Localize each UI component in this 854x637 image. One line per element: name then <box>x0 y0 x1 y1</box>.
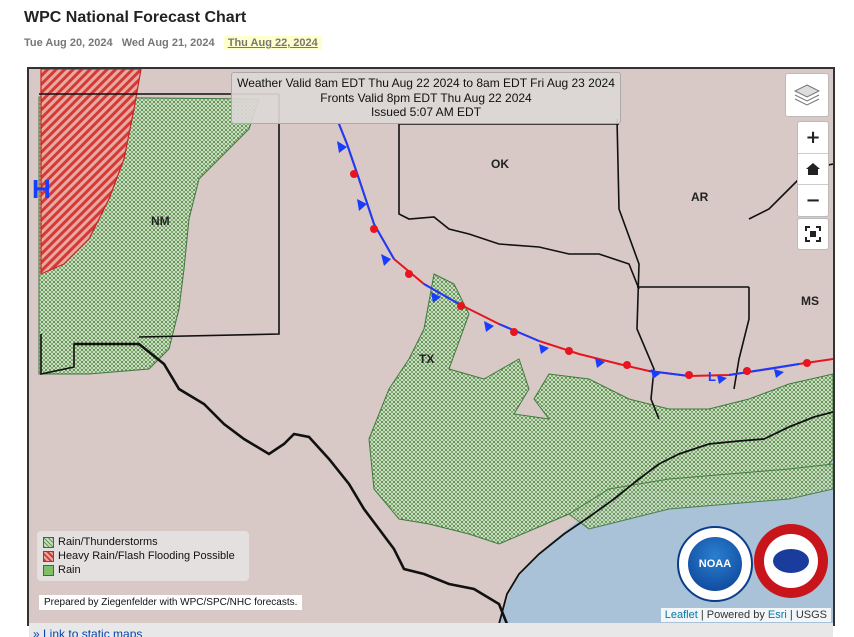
high-pressure-label: H <box>32 174 51 204</box>
map-legend: Rain/Thunderstorms Heavy Rain/Flash Floo… <box>37 531 249 581</box>
static-maps-link[interactable]: » Link to static maps <box>29 623 833 637</box>
dotted-swatch-icon <box>43 536 54 548</box>
esri-link[interactable]: Esri <box>767 609 787 621</box>
issued-text: Issued 5:07 AM EDT <box>370 105 482 119</box>
warm-front-markers <box>350 170 811 379</box>
date-tabs: Tue Aug 20, 2024 Wed Aug 21, 2024 Thu Au… <box>24 36 328 50</box>
front-blue-segment-4 <box>728 363 800 376</box>
date-tab-tue[interactable]: Tue Aug 20, 2024 <box>24 37 113 49</box>
date-tab-thu[interactable]: Thu Aug 22, 2024 <box>223 36 322 50</box>
zoom-control: + − <box>797 121 829 217</box>
us-mexico-border <box>74 342 509 624</box>
fronts-valid-text: Fronts Valid 8pm EDT Thu Aug 22 2024 <box>320 90 532 105</box>
state-label-tx: TX <box>419 352 435 366</box>
forecast-map[interactable]: OK AR NM TX MS H L Weather Valid 8am EDT… <box>27 67 835 626</box>
low-pressure-label: L <box>708 369 716 384</box>
state-label-ar: AR <box>691 190 709 204</box>
heavy-rain-region <box>40 69 142 275</box>
hatched-swatch-icon <box>43 550 54 562</box>
legend-label: Rain <box>58 564 81 576</box>
legend-item: Heavy Rain/Flash Flooding Possible <box>43 549 243 563</box>
front-blue-segment-2 <box>498 323 540 342</box>
prepared-by-note: Prepared by Ziegenfelder with WPC/SPC/NH… <box>39 595 303 610</box>
fullscreen-button[interactable] <box>797 218 829 250</box>
solid-swatch-icon <box>43 564 54 576</box>
legend-item: Rain/Thunderstorms <box>43 535 243 549</box>
page-title: WPC National Forecast Chart <box>24 9 247 26</box>
fullscreen-icon <box>805 226 821 242</box>
layers-control[interactable] <box>785 73 829 117</box>
cloud-icon <box>773 549 809 573</box>
cold-front-markers <box>337 141 784 384</box>
valid-time-box: Weather Valid 8am EDT Thu Aug 22 2024 to… <box>231 72 621 124</box>
date-tab-wed[interactable]: Wed Aug 21, 2024 <box>121 37 215 49</box>
map-attribution: Leaflet | Powered by Esri | USGS <box>660 608 831 622</box>
nws-logo <box>754 524 828 598</box>
legend-item: Rain <box>43 563 243 577</box>
layers-icon <box>793 84 821 106</box>
state-label-ok: OK <box>491 157 509 171</box>
weather-valid-text: Weather Valid 8am EDT Thu Aug 22 2024 to… <box>237 76 615 90</box>
home-icon <box>806 163 820 175</box>
leaflet-link[interactable]: Leaflet <box>664 609 698 621</box>
noaa-logo: NOAA <box>677 526 753 602</box>
home-button[interactable] <box>798 154 828 186</box>
noaa-logo-text: NOAA <box>688 537 742 591</box>
zoom-out-button[interactable]: − <box>805 190 821 212</box>
state-label-nm: NM <box>151 214 170 228</box>
zoom-in-button[interactable]: + <box>798 122 828 154</box>
rain-region-coast <box>568 463 833 530</box>
front-blue-segment <box>423 283 460 305</box>
state-label-ms: MS <box>801 294 819 308</box>
coastline <box>498 411 833 624</box>
legend-label: Rain/Thunderstorms <box>58 536 158 548</box>
legend-label: Heavy Rain/Flash Flooding Possible <box>58 550 235 562</box>
cold-front-overlay <box>338 123 395 260</box>
